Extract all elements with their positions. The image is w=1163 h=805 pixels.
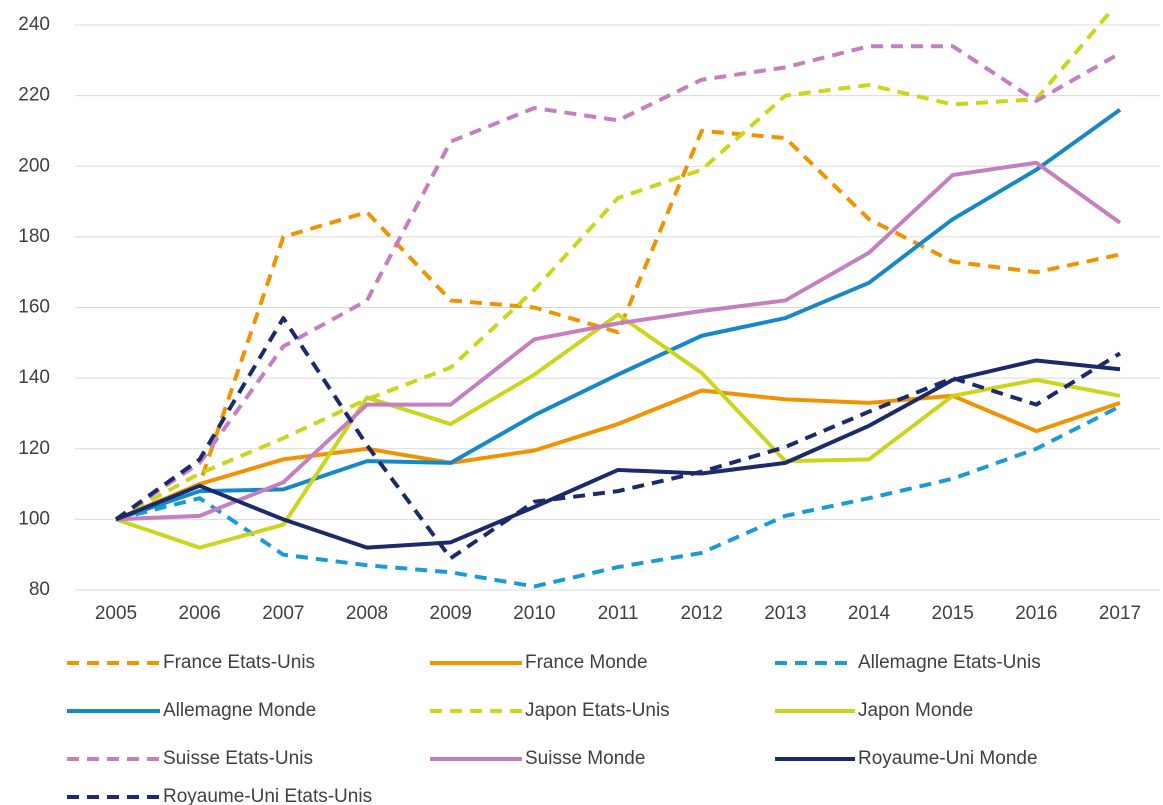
series-line <box>114 44 1121 522</box>
legend-label: France Etats-Unis <box>163 652 315 673</box>
legend-label: Japon Monde <box>858 700 973 721</box>
y-tick-label: 240 <box>18 14 50 35</box>
x-tick-label: 2013 <box>764 603 806 624</box>
legend-label: Suisse Monde <box>525 748 645 769</box>
legend-label: Allemagne Monde <box>163 700 316 721</box>
x-tick-label: 2017 <box>1099 603 1141 624</box>
y-tick-label: 220 <box>18 85 50 106</box>
y-tick-label: 80 <box>29 579 50 600</box>
x-tick-label: 2005 <box>95 603 137 624</box>
series-line <box>115 128 1121 522</box>
x-tick-label: 2007 <box>262 603 304 624</box>
y-tick-label: 200 <box>18 155 50 176</box>
series-line <box>115 404 1121 589</box>
x-tick-label: 2010 <box>513 603 555 624</box>
grid: 80 100 120 140 160 180 200 220 240 2005 2006 2007 20… <box>18 14 1160 624</box>
series-line <box>115 108 1122 522</box>
series-line <box>115 388 1121 522</box>
legend-label: France Monde <box>525 652 648 673</box>
series-line <box>115 10 1115 522</box>
x-tick-label: 2008 <box>346 603 388 624</box>
x-tick-label: 2006 <box>179 603 221 624</box>
x-tick-label: 2016 <box>1015 603 1057 624</box>
legend-label: Suisse Etats-Unis <box>163 748 313 769</box>
series-line <box>115 160 1122 522</box>
x-tick-label: 2014 <box>848 603 891 624</box>
x-tick-label: 2009 <box>430 603 472 624</box>
y-tick-label: 160 <box>18 297 50 318</box>
series-line <box>115 312 1121 550</box>
series-line <box>115 358 1121 550</box>
x-tick-label: 2011 <box>598 603 639 624</box>
legend-label: Royaume-Uni Monde <box>858 748 1038 769</box>
y-tick-label: 120 <box>18 438 50 459</box>
legend: France Etats-Unis France Monde Allemagne E… <box>67 652 1041 805</box>
y-tick-label: 140 <box>18 367 50 388</box>
legend-label: Allemagne Etats-Unis <box>858 652 1041 673</box>
legend-label: Japon Etats-Unis <box>525 700 670 721</box>
series-line <box>114 316 1122 561</box>
y-tick-label: 100 <box>18 508 50 529</box>
x-tick-label: 2015 <box>932 603 974 624</box>
x-tick-label: 2012 <box>681 603 723 624</box>
legend-label: Royaume-Uni Etats-Unis <box>163 786 372 805</box>
plot-area <box>114 10 1122 589</box>
y-tick-label: 180 <box>18 226 50 247</box>
